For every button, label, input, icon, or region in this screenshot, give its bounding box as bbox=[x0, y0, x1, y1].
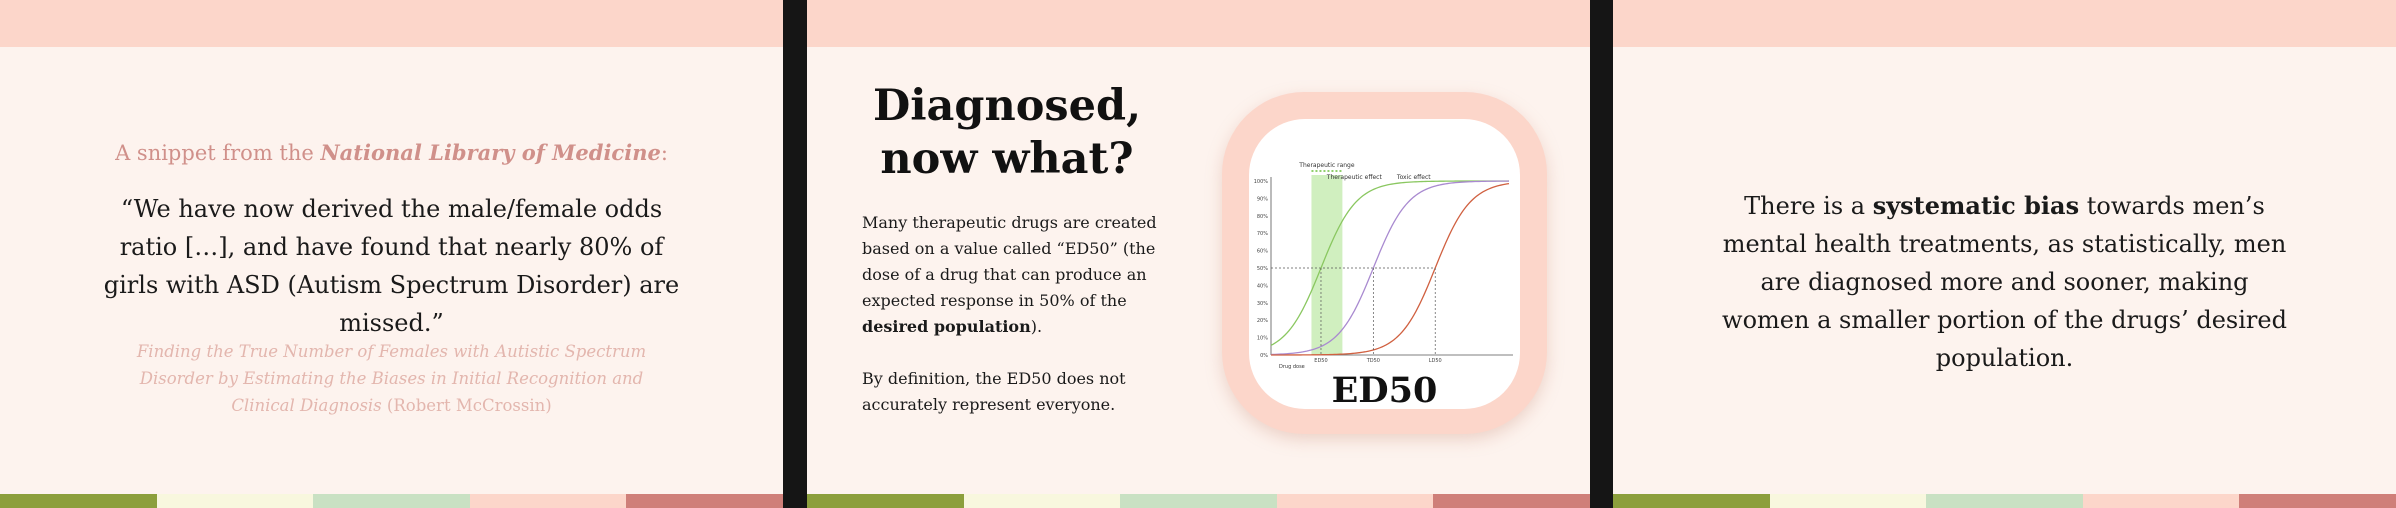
stripe-olive bbox=[1613, 494, 1770, 508]
x-marker-label: TD50 bbox=[1366, 358, 1380, 364]
y-tick-label: 100% bbox=[1254, 179, 1269, 185]
stripe-cream bbox=[963, 494, 1121, 508]
slide-body: Many therapeutic drugs are created based… bbox=[862, 210, 1192, 418]
y-tick-label: 40% bbox=[1257, 283, 1268, 289]
curve-series-2 bbox=[1270, 180, 1510, 356]
stripe-mint bbox=[1120, 494, 1277, 508]
ed50-card: Therapeutic range 0% 10% 20% 30% 40% 50% 60% 70%… bbox=[1222, 92, 1547, 434]
stripe-peach bbox=[469, 494, 627, 508]
source-author: (Robert McCrossin) bbox=[381, 396, 552, 415]
y-tick-label: 60% bbox=[1257, 249, 1268, 255]
stripe-cream bbox=[1769, 494, 1927, 508]
stripe-mint bbox=[313, 494, 470, 508]
slide-title: Diagnosed, now what? bbox=[872, 81, 1142, 184]
x-axis-label: Drug dose bbox=[1279, 364, 1305, 370]
y-tick-label: 10% bbox=[1257, 336, 1268, 342]
slide-2-top-bar bbox=[807, 0, 1590, 47]
statement-text-a: There is a bbox=[1744, 192, 1873, 220]
curve-series-1 bbox=[1270, 180, 1509, 346]
slide-2-color-stripes bbox=[807, 494, 1590, 508]
slide-1-color-stripes bbox=[0, 494, 783, 508]
slide-3-top-bar bbox=[1613, 0, 2396, 47]
y-tick-label: 0% bbox=[1260, 353, 1268, 359]
y-tick-label: 80% bbox=[1257, 214, 1268, 220]
therapeutic-range-band bbox=[1311, 175, 1343, 355]
para1-text-b: ). bbox=[1030, 317, 1043, 336]
y-tick-label: 20% bbox=[1257, 318, 1268, 324]
annotation-therapeutic-range: Therapeutic range bbox=[1298, 162, 1355, 169]
stripe-rose bbox=[1433, 494, 1590, 508]
dose-response-chart: Therapeutic range 0% 10% 20% 30% 40% 50% 60% 70%… bbox=[1254, 162, 1513, 370]
slide-3-color-stripes bbox=[1613, 494, 2396, 508]
slide-1-top-bar bbox=[0, 0, 783, 47]
stripe-mint bbox=[1926, 494, 2083, 508]
quote-source: Finding the True Number of Females with … bbox=[130, 338, 653, 419]
para1-text-a: Many therapeutic drugs are created based… bbox=[862, 213, 1157, 310]
statement-bold: systematic bias bbox=[1872, 191, 2080, 220]
stripe-cream bbox=[156, 494, 314, 508]
x-marker-label: LD50 bbox=[1429, 358, 1442, 364]
y-tick-label: 30% bbox=[1257, 301, 1268, 307]
quote-text: “We have now derived the male/female odd… bbox=[103, 195, 680, 337]
y-tick-label: 70% bbox=[1257, 231, 1268, 237]
slide-3[interactable]: There is a systematic bias towards men’s… bbox=[1613, 0, 2396, 508]
bias-statement: There is a systematic bias towards men’s… bbox=[1713, 187, 2296, 377]
snippet-prefix: A snippet from the bbox=[115, 141, 321, 165]
stripe-rose bbox=[2239, 494, 2396, 508]
x-marker-label: ED50 bbox=[1314, 358, 1327, 364]
body-paragraph-1: Many therapeutic drugs are created based… bbox=[862, 210, 1192, 340]
y-tick-label: 50% bbox=[1257, 266, 1268, 272]
source-title: Finding the True Number of Females with … bbox=[136, 342, 647, 415]
y-tick-label: 90% bbox=[1257, 196, 1268, 202]
dose-response-chart-panel: Therapeutic range 0% 10% 20% 30% 40% 50% 60% 70%… bbox=[1249, 119, 1520, 409]
stripe-olive bbox=[807, 494, 964, 508]
stripe-peach bbox=[1276, 494, 1434, 508]
stripe-peach bbox=[2082, 494, 2240, 508]
slide-1[interactable]: A snippet from the National Library of M… bbox=[0, 0, 783, 508]
snippet-source-name: National Library of Medicine bbox=[320, 140, 661, 165]
annotation-toxic-effect: Toxic effect bbox=[1396, 174, 1431, 181]
annotation-therapeutic-effect: Therapeutic effect bbox=[1326, 174, 1383, 181]
statement-text-b: towards men’s mental health treatments, … bbox=[1722, 192, 2287, 372]
curve-series-3 bbox=[1271, 182, 1510, 356]
para1-bold: desired population bbox=[862, 317, 1031, 336]
slide-2[interactable]: Diagnosed, now what? Many therapeutic dr… bbox=[807, 0, 1590, 508]
body-paragraph-2: By definition, the ED50 does not accurat… bbox=[862, 369, 1126, 414]
stripe-rose bbox=[626, 494, 783, 508]
snippet-suffix: : bbox=[660, 141, 668, 165]
ed50-label: ED50 bbox=[1331, 370, 1438, 411]
snippet-heading: A snippet from the National Library of M… bbox=[0, 140, 783, 165]
stripe-olive bbox=[0, 494, 157, 508]
